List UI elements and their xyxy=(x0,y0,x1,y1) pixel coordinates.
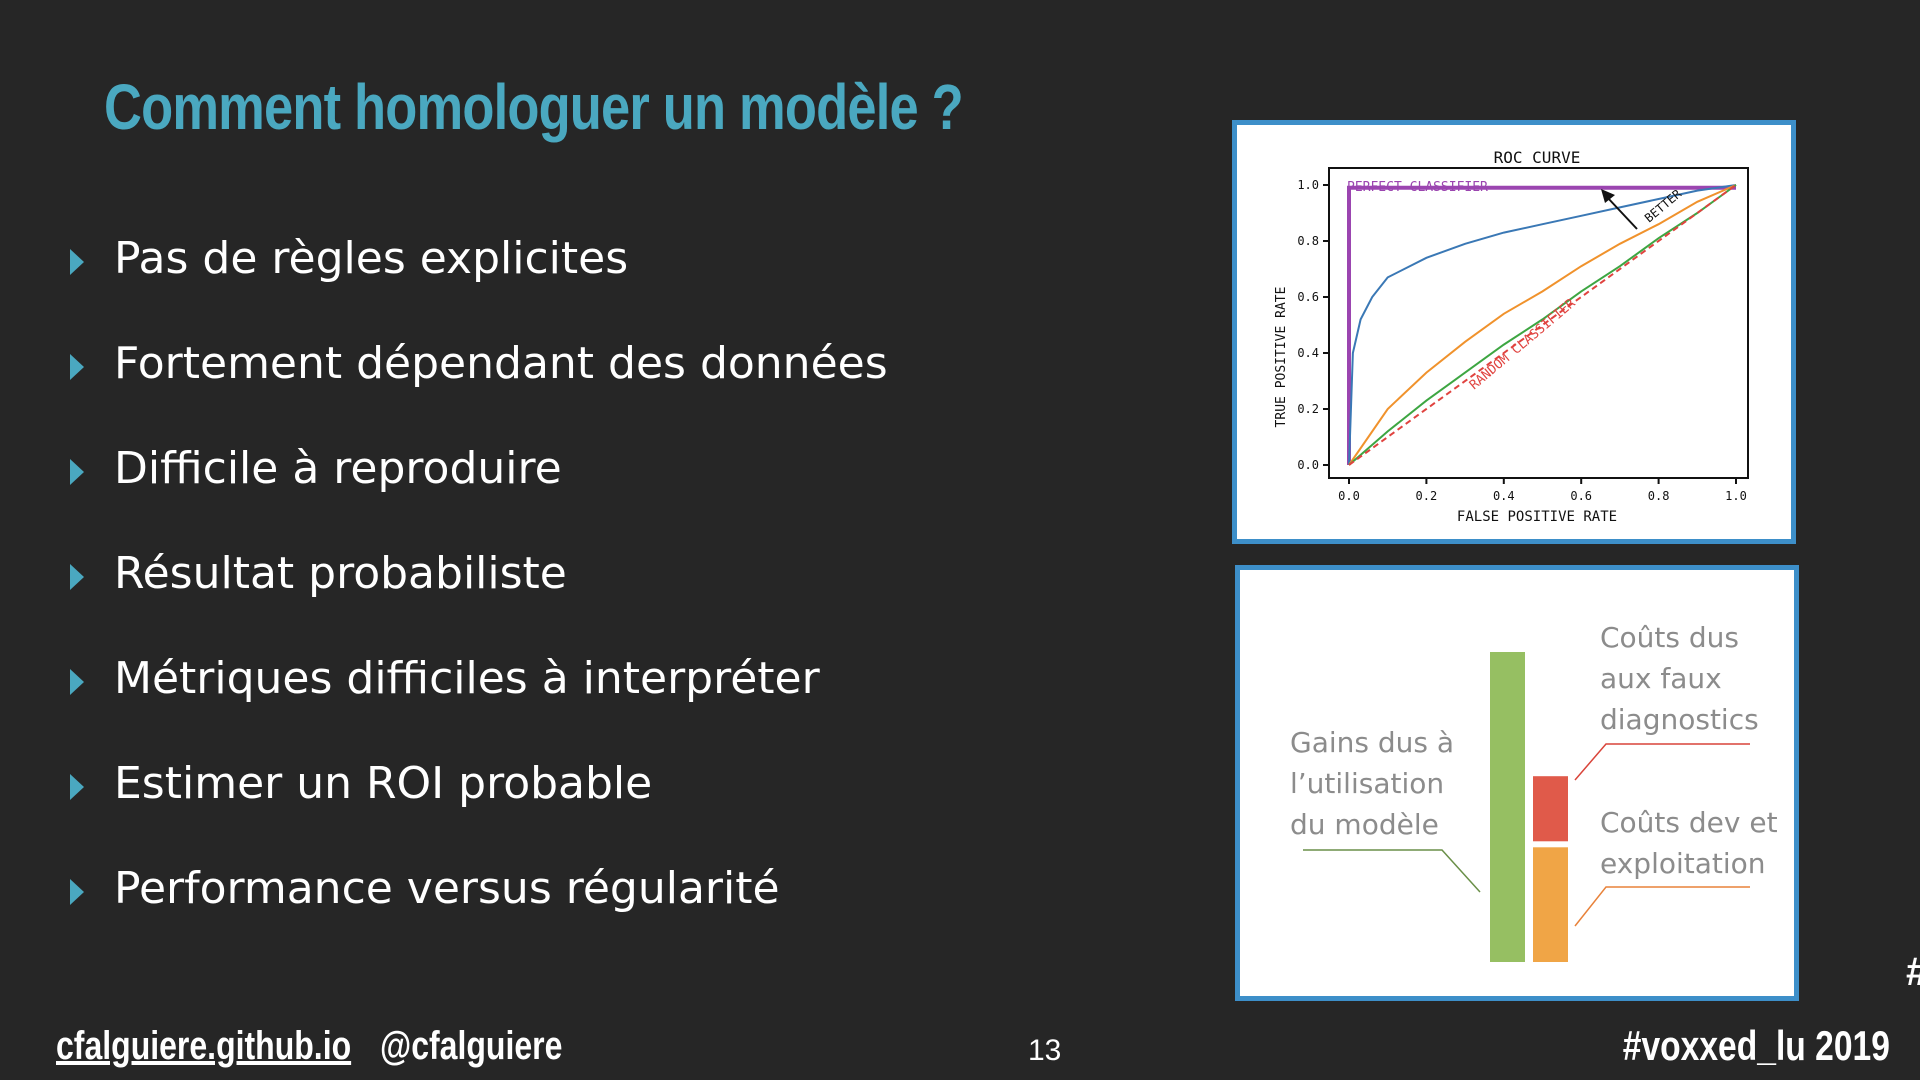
bullet-text: Performance versus régularité xyxy=(114,863,780,914)
faux-label-line: diagnostics xyxy=(1600,703,1759,736)
gains-label: Gains dus à l’utilisation du modèle xyxy=(1290,722,1454,845)
bullet-text: Difficile à reproduire xyxy=(114,443,562,494)
footer-site-link[interactable]: cfalguiere.github.io xyxy=(56,1024,352,1068)
dev-exploitation-label: Coûts dev et exploitation xyxy=(1600,802,1778,884)
roc-chart-panel: ROC CURVE FALSE POSITIVE RATE TRUE POSIT… xyxy=(1232,120,1796,544)
roc-plot-frame xyxy=(1328,167,1749,479)
roc-x-tick-label: 0.6 xyxy=(1570,489,1592,503)
roc-x-tick-label: 0.2 xyxy=(1416,489,1438,503)
bullet-item: Difficile à reproduire xyxy=(70,416,888,521)
triangle-bullet-icon xyxy=(70,878,84,905)
bullet-item: Estimer un ROI probable xyxy=(70,731,888,836)
faux-label-line: Coûts dus xyxy=(1600,621,1740,654)
dev-label-line: Coûts dev et xyxy=(1600,806,1778,839)
triangle-bullet-icon xyxy=(70,458,84,485)
bullet-text: Métriques difficiles à interpréter xyxy=(114,653,820,704)
cost-benefit-chart xyxy=(1303,652,1750,962)
cost-benefit-panel: Gains dus à l’utilisation du modèle Coût… xyxy=(1235,565,1799,1001)
roc-xlabel: FALSE POSITIVE RATE xyxy=(1457,509,1617,525)
triangle-bullet-icon xyxy=(70,248,84,275)
roc-y-tick-label: 0.2 xyxy=(1297,402,1319,416)
roc-chart: ROC CURVE FALSE POSITIVE RATE TRUE POSIT… xyxy=(1274,148,1749,525)
bar-gains xyxy=(1490,652,1525,962)
dev-leader-line xyxy=(1574,886,1750,927)
roc-y-tick-label: 0.6 xyxy=(1297,290,1319,304)
roc-lines xyxy=(1347,184,1737,466)
roc-x-tick-label: 1.0 xyxy=(1725,489,1747,503)
roc-x-tick-label: 0.0 xyxy=(1338,489,1360,503)
faux-label-line: aux faux xyxy=(1600,662,1722,695)
roc-series-line xyxy=(1348,184,1737,466)
roc-x-ticks: 0.0 0.2 0.4 0.6 0.8 1.0 xyxy=(1338,478,1747,503)
edge-hash-glyph: # xyxy=(1906,950,1920,995)
triangle-bullet-icon xyxy=(70,353,84,380)
better-arrow-icon xyxy=(1601,189,1638,230)
bullet-item: Performance versus régularité xyxy=(70,836,888,941)
footer-twitter-handle[interactable]: @cfalguiere xyxy=(380,1024,563,1068)
slide-title: Comment homologuer un modèle ? xyxy=(104,71,964,143)
roc-x-tick-label: 0.8 xyxy=(1648,489,1670,503)
roc-x-tick-label: 0.4 xyxy=(1493,489,1515,503)
bullet-text: Résultat probabiliste xyxy=(114,548,567,599)
random-classifier-label: RANDOM CLASSIFIER xyxy=(1467,296,1579,393)
page-number: 13 xyxy=(1028,1034,1062,1067)
bullet-text: Estimer un ROI probable xyxy=(114,758,653,809)
bullet-item: Fortement dépendant des données xyxy=(70,311,888,416)
roc-y-tick-label: 0.0 xyxy=(1297,458,1319,472)
roc-y-ticks: 0.0 0.2 0.4 0.6 0.8 1.0 xyxy=(1297,178,1329,472)
triangle-bullet-icon xyxy=(70,563,84,590)
triangle-bullet-icon xyxy=(70,668,84,695)
faux-diagnostics-label: Coûts dus aux faux diagnostics xyxy=(1600,617,1759,740)
bullet-item: Métriques difficiles à interpréter xyxy=(70,626,888,731)
gains-label-line: du modèle xyxy=(1290,808,1439,841)
dev-label-line: exploitation xyxy=(1600,847,1766,880)
bullet-list: Pas de règles explicites Fortement dépen… xyxy=(70,206,888,941)
faux-leader-line xyxy=(1574,743,1750,781)
bullet-item: Pas de règles explicites xyxy=(70,206,888,311)
triangle-bullet-icon xyxy=(70,773,84,800)
footer-hashtag: #voxxed_lu 2019 xyxy=(1622,1022,1890,1069)
roc-y-tick-label: 0.8 xyxy=(1297,234,1319,248)
roc-series-line xyxy=(1348,184,1737,466)
bullet-item: Résultat probabiliste xyxy=(70,521,888,626)
bar-faux-diagnostics xyxy=(1533,776,1568,842)
bullet-text: Pas de règles explicites xyxy=(114,233,629,284)
roc-series-line xyxy=(1347,185,1736,465)
better-label: BETTER xyxy=(1642,186,1685,225)
gains-label-line: l’utilisation xyxy=(1290,767,1445,800)
bar-dev-exploitation xyxy=(1533,847,1568,962)
perfect-classifier-label: PERFECT CLASSIFIER xyxy=(1347,180,1488,195)
roc-title: ROC CURVE xyxy=(1494,148,1581,167)
bullet-text: Fortement dépendant des données xyxy=(114,338,888,389)
roc-ylabel: TRUE POSITIVE RATE xyxy=(1274,287,1289,428)
roc-y-tick-label: 0.4 xyxy=(1297,346,1319,360)
gains-label-line: Gains dus à xyxy=(1290,726,1455,759)
gains-leader-line xyxy=(1303,849,1481,893)
roc-y-tick-label: 1.0 xyxy=(1297,178,1319,192)
roc-series-line xyxy=(1348,184,1737,466)
